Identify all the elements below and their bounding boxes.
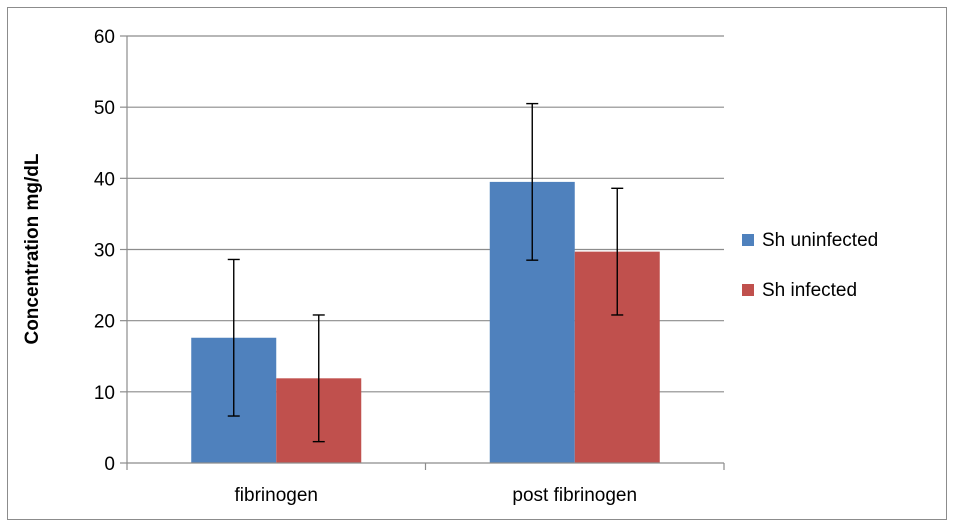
labels: 0 10 20 30 40 50 60 fibrinogen post fibrinogen (94, 27, 637, 506)
bars (191, 181, 660, 463)
y-tick-label: 10 (94, 383, 115, 404)
x-tick-label: fibrinogen (235, 485, 318, 506)
axes (120, 35, 725, 470)
legend-swatch (742, 284, 754, 296)
legend-label: Sh infected (762, 280, 857, 301)
y-tick-label: 20 (94, 312, 115, 333)
error-bars (227, 102, 624, 443)
legend-swatch (742, 234, 754, 246)
legend: Sh uninfected Sh infected (742, 230, 878, 301)
y-tick-label: 60 (94, 27, 115, 48)
y-tick-label: 0 (104, 454, 115, 475)
legend-label: Sh uninfected (762, 230, 878, 251)
y-tick-label: 50 (94, 98, 115, 119)
chart-frame (7, 7, 947, 520)
y-tick-label: 40 (94, 169, 115, 190)
x-tick-label: post fibrinogen (512, 485, 637, 506)
y-tick-label: 30 (94, 241, 115, 262)
y-axis-label: Concentration mg/dL (22, 153, 43, 344)
